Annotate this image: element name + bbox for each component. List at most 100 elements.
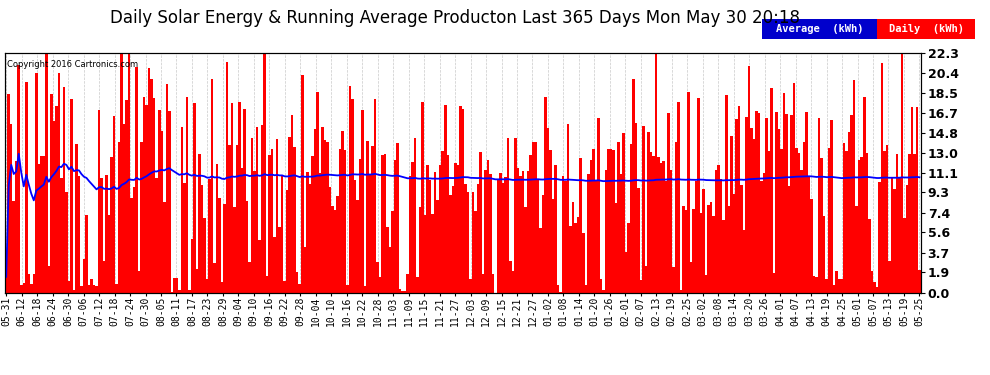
Bar	[883, 151, 886, 292]
Bar	[682, 206, 685, 292]
Bar	[654, 53, 657, 292]
Bar	[659, 163, 662, 292]
Bar	[276, 139, 278, 292]
Bar	[266, 276, 268, 292]
Bar	[188, 290, 191, 292]
Bar	[757, 112, 760, 292]
Bar	[353, 180, 356, 292]
Bar	[741, 185, 742, 292]
Bar	[43, 156, 46, 292]
Bar	[366, 141, 368, 292]
Bar	[38, 164, 40, 292]
Bar	[499, 173, 502, 292]
Bar	[891, 177, 893, 292]
Bar	[790, 115, 793, 292]
Bar	[567, 124, 569, 292]
Bar	[401, 291, 404, 292]
Bar	[283, 281, 286, 292]
Bar	[821, 159, 823, 292]
Bar	[620, 174, 622, 292]
Bar	[255, 128, 258, 292]
Bar	[424, 215, 427, 292]
Bar	[223, 204, 226, 292]
Bar	[13, 201, 15, 292]
Bar	[906, 185, 908, 292]
Bar	[640, 280, 643, 292]
Bar	[675, 142, 677, 292]
Bar	[55, 106, 57, 292]
Bar	[670, 170, 672, 292]
Bar	[517, 168, 520, 292]
Bar	[622, 133, 625, 292]
Bar	[720, 179, 723, 292]
Bar	[90, 279, 93, 292]
Bar	[83, 259, 85, 292]
Bar	[785, 114, 788, 292]
Bar	[396, 143, 399, 292]
Bar	[836, 272, 838, 292]
Bar	[569, 226, 572, 292]
Bar	[379, 277, 381, 292]
Bar	[5, 277, 8, 292]
Bar	[103, 261, 105, 292]
Bar	[582, 232, 584, 292]
Bar	[67, 280, 70, 292]
Bar	[810, 199, 813, 292]
Bar	[46, 53, 48, 292]
Bar	[459, 106, 461, 292]
Bar	[178, 290, 180, 292]
Bar	[311, 156, 314, 292]
Bar	[155, 178, 158, 292]
Bar	[870, 271, 873, 292]
Bar	[321, 127, 324, 292]
Bar	[549, 150, 551, 292]
Bar	[201, 185, 203, 292]
Bar	[206, 279, 208, 292]
Bar	[888, 261, 891, 292]
Bar	[291, 115, 293, 292]
Bar	[296, 272, 299, 292]
Bar	[564, 180, 567, 292]
Bar	[170, 291, 173, 292]
Bar	[487, 160, 489, 292]
Bar	[537, 178, 540, 292]
Bar	[165, 84, 168, 292]
Bar	[886, 145, 888, 292]
Bar	[427, 165, 429, 292]
Bar	[916, 107, 918, 292]
Bar	[422, 102, 424, 292]
Bar	[767, 151, 770, 292]
Bar	[798, 153, 800, 292]
Bar	[414, 138, 417, 292]
Bar	[153, 98, 155, 292]
Bar	[672, 267, 675, 292]
Bar	[700, 213, 703, 292]
Bar	[875, 288, 878, 292]
Bar	[143, 97, 146, 292]
Bar	[795, 148, 798, 292]
Bar	[557, 285, 559, 292]
Bar	[497, 180, 499, 292]
Bar	[374, 99, 376, 292]
Bar	[750, 128, 752, 292]
Bar	[492, 274, 494, 292]
Bar	[635, 123, 638, 292]
Bar	[118, 141, 121, 292]
Bar	[765, 118, 767, 292]
Bar	[273, 237, 276, 292]
Bar	[229, 145, 231, 292]
Bar	[451, 186, 454, 292]
Bar	[168, 111, 170, 292]
Bar	[793, 83, 795, 292]
Bar	[898, 178, 901, 292]
Bar	[28, 274, 30, 292]
Bar	[733, 194, 735, 292]
Bar	[838, 279, 841, 292]
Bar	[482, 273, 484, 292]
Bar	[842, 143, 845, 292]
Bar	[615, 202, 617, 292]
Bar	[260, 125, 263, 292]
Bar	[665, 181, 667, 292]
Bar	[18, 65, 20, 292]
Bar	[105, 175, 108, 292]
